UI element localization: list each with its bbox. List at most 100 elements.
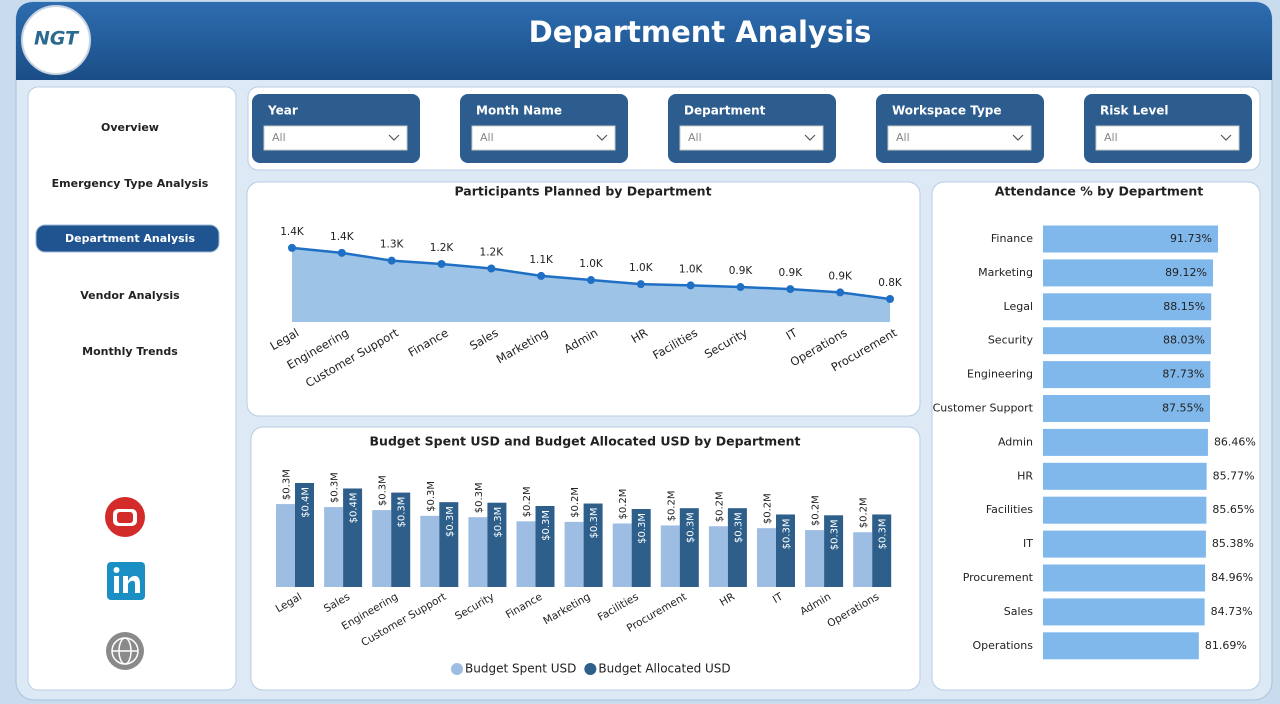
dropdown[interactable]	[887, 125, 1032, 151]
point	[636, 280, 645, 289]
filter-label: Year	[267, 104, 298, 118]
chart-title: Participants Planned by Department	[454, 184, 711, 199]
data-label: 1.0K	[629, 262, 654, 274]
dropdown-value: All	[688, 131, 702, 144]
bar	[1043, 564, 1206, 592]
logo-text: NGT	[34, 28, 80, 50]
data-label: $0.2M	[666, 491, 677, 522]
logo[interactable]	[21, 5, 91, 75]
bar	[1043, 428, 1208, 456]
data-label: $0.3M	[426, 481, 437, 512]
data-label: 1.1K	[529, 254, 554, 266]
data-label: $0.3M	[493, 507, 504, 538]
data-label: $0.3M	[637, 513, 648, 544]
bar	[276, 504, 295, 587]
bar	[776, 514, 795, 587]
data-label: $0.2M	[570, 487, 581, 518]
data-label: $0.3M	[830, 519, 841, 550]
point	[886, 295, 894, 303]
data-label: 91.73%	[1170, 232, 1212, 245]
bar	[853, 532, 873, 587]
data-label: 1.3K	[380, 239, 405, 251]
data-label: 1.0K	[579, 258, 604, 270]
dropdown[interactable]	[1095, 125, 1240, 151]
bar	[1043, 496, 1207, 524]
data-label: $0.2M	[522, 486, 533, 517]
bar	[631, 509, 651, 587]
y-tick-label: Finance	[991, 232, 1033, 245]
dropdown[interactable]	[471, 125, 616, 151]
dropdown[interactable]	[679, 125, 824, 151]
dropdown-value: All	[272, 131, 286, 144]
data-label: $0.2M	[811, 495, 822, 526]
chevron	[388, 134, 400, 141]
bar	[1043, 395, 1211, 422]
y-tick-label: Customer Support	[933, 402, 1034, 415]
legend-marker	[451, 663, 463, 675]
data-label: 0.9K	[828, 270, 853, 282]
data-label: 84.96%	[1211, 571, 1253, 584]
bar	[1043, 293, 1212, 321]
dropdown[interactable]	[263, 125, 408, 151]
data-label: 87.55%	[1162, 402, 1204, 415]
y-tick-label: Facilities	[986, 503, 1033, 516]
point	[537, 271, 546, 280]
header-bar	[16, 2, 1272, 80]
chevron	[1012, 134, 1024, 141]
filter-label: Month Name	[476, 104, 562, 118]
data-label: $0.3M	[878, 518, 889, 549]
data-label: $0.3M	[685, 512, 696, 543]
data-label: $0.3M	[782, 518, 793, 549]
data-label: 85.77%	[1213, 469, 1255, 482]
chart-title: Budget Spent USD and Budget Allocated US…	[370, 434, 801, 449]
bar	[1043, 225, 1218, 253]
data-label: $0.2M	[618, 489, 629, 520]
nav-item[interactable]: Emergency Type Analysis	[52, 177, 209, 190]
data-label: 88.03%	[1163, 334, 1205, 347]
point	[288, 243, 296, 252]
nav-active[interactable]	[35, 224, 220, 253]
point	[786, 285, 795, 294]
filter-label: Department	[684, 104, 766, 118]
data-label: 89.12%	[1165, 266, 1207, 279]
dropdown-value: All	[1104, 131, 1118, 144]
data-label: $0.3M	[378, 475, 389, 506]
bar	[757, 528, 776, 587]
data-label: 1.0K	[679, 263, 704, 275]
data-label: $0.3M	[330, 472, 341, 503]
nav-item[interactable]: Monthly Trends	[82, 345, 178, 358]
website-icon[interactable]	[106, 632, 144, 670]
y-tick-label: Procurement	[963, 571, 1034, 584]
data-label: 88.15%	[1163, 300, 1205, 313]
data-label: $0.3M	[397, 497, 408, 528]
page-title: Department Analysis	[529, 15, 872, 49]
chevron	[596, 134, 608, 141]
bar	[420, 515, 440, 587]
legend-label: Budget Allocated USD	[598, 662, 730, 676]
youtube-icon[interactable]	[105, 497, 145, 537]
data-label: 85.38%	[1212, 537, 1254, 550]
chart-title: Attendance % by Department	[995, 184, 1204, 199]
point	[487, 264, 496, 273]
y-tick-label: Operations	[973, 639, 1034, 652]
data-label: 84.73%	[1211, 605, 1253, 618]
dropdown-value: All	[480, 131, 494, 144]
linkedin-icon[interactable]	[107, 562, 145, 600]
bar	[439, 502, 459, 587]
nav-item[interactable]: Department Analysis	[65, 232, 195, 245]
bar	[727, 508, 747, 587]
bar	[1043, 632, 1199, 660]
data-label: $0.3M	[445, 506, 456, 537]
data-label: $0.2M	[763, 493, 774, 524]
y-tick-label: Security	[988, 334, 1034, 347]
bar	[872, 514, 892, 587]
data-label: 0.9K	[779, 267, 804, 279]
filter-label: Workspace Type	[892, 104, 1002, 118]
bar	[468, 517, 488, 587]
data-label: 87.73%	[1162, 368, 1204, 381]
y-tick-label: Marketing	[978, 266, 1033, 279]
data-label: 1.2K	[430, 242, 455, 254]
nav-item[interactable]: Vendor Analysis	[80, 289, 180, 302]
nav-item[interactable]: Overview	[101, 121, 159, 134]
